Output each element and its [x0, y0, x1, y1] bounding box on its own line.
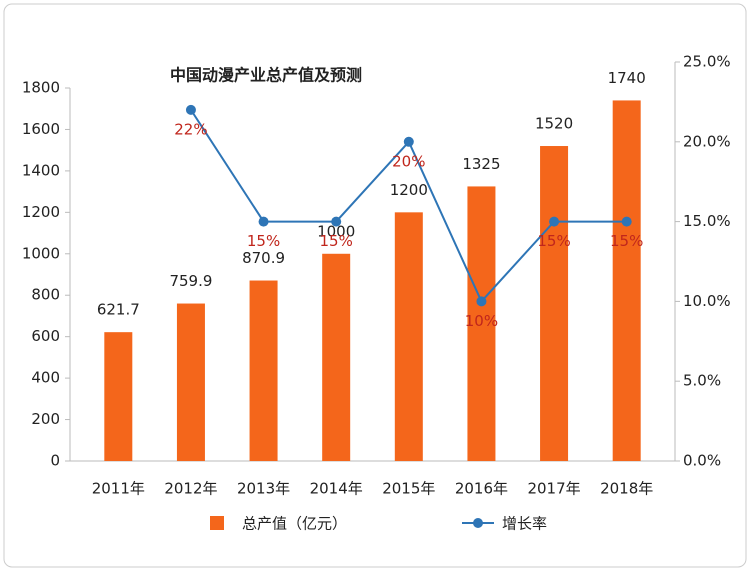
y-tick-label: 1800 — [22, 79, 60, 97]
legend-swatch — [210, 516, 224, 530]
x-tick-label: 2012年 — [164, 480, 217, 498]
y-tick-label: 400 — [31, 369, 60, 387]
y2-tick-label: 15.0% — [683, 212, 731, 230]
y2-tick-label: 20.0% — [683, 132, 731, 150]
line-point — [621, 216, 632, 227]
x-tick-label: 2016年 — [455, 480, 508, 498]
line-point — [185, 104, 196, 115]
y-tick-label: 0 — [50, 452, 60, 470]
bar-value-label: 759.9 — [169, 272, 212, 290]
line-value-label: 10% — [465, 312, 498, 330]
bar — [249, 280, 278, 461]
y-tick-label: 800 — [31, 286, 60, 304]
y2-tick-label: 0.0% — [683, 452, 721, 470]
bar — [540, 146, 569, 461]
line-point — [476, 296, 487, 307]
x-tick-label: 2013年 — [237, 480, 290, 498]
y-tick-label: 1400 — [22, 161, 60, 179]
y-tick-label: 1600 — [22, 120, 60, 138]
chart-title: 中国动漫产业总产值及预测 — [170, 66, 362, 85]
line-point — [258, 216, 269, 227]
x-tick-label: 2015年 — [382, 480, 435, 498]
bar-value-label: 870.9 — [242, 249, 285, 267]
y-tick-label: 1200 — [22, 203, 60, 221]
bar — [104, 332, 133, 461]
bar — [322, 253, 351, 461]
x-tick-label: 2018年 — [600, 480, 653, 498]
line-value-label: 15% — [537, 232, 570, 250]
x-tick-label: 2011年 — [92, 480, 145, 498]
line-point — [331, 216, 342, 227]
bar-value-label: 1520 — [535, 115, 573, 133]
line-value-label: 20% — [392, 152, 425, 170]
y-tick-label: 600 — [31, 327, 60, 345]
legend-label: 增长率 — [502, 515, 547, 533]
bar-value-label: 1325 — [462, 155, 500, 173]
y2-tick-label: 10.0% — [683, 292, 731, 310]
line-value-label: 15% — [320, 232, 353, 250]
line-value-label: 15% — [610, 232, 643, 250]
bar — [394, 212, 423, 461]
legend-label: 总产值（亿元） — [242, 515, 347, 533]
bar-value-label: 621.7 — [97, 301, 140, 319]
y-tick-label: 200 — [31, 410, 60, 428]
bar — [176, 303, 205, 461]
y2-tick-label: 5.0% — [683, 372, 721, 390]
line-value-label: 15% — [247, 232, 280, 250]
x-tick-label: 2017年 — [527, 480, 580, 498]
y-tick-label: 1000 — [22, 244, 60, 262]
bar-value-label: 1000 — [317, 222, 355, 240]
x-tick-label: 2014年 — [310, 480, 363, 498]
bar-value-label: 1200 — [390, 181, 428, 199]
line-point — [549, 216, 560, 227]
bar-value-label: 1740 — [608, 69, 646, 87]
bar — [612, 100, 641, 461]
line-point — [403, 136, 414, 147]
legend-swatch — [473, 518, 483, 528]
bar — [467, 186, 496, 462]
line-value-label: 22% — [174, 120, 207, 138]
y2-tick-label: 25.0% — [683, 53, 731, 71]
